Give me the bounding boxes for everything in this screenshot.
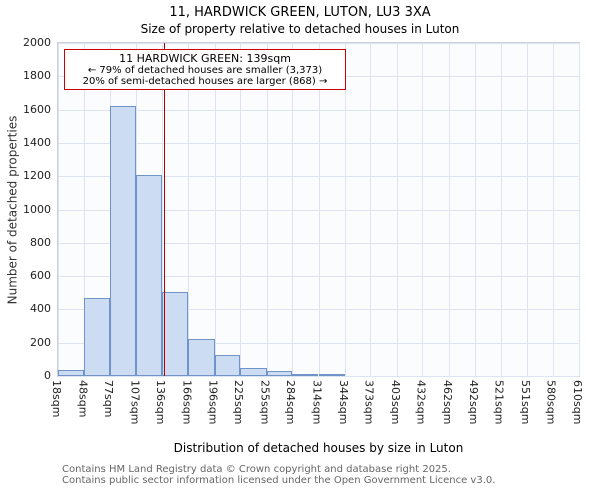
- y-tick-label: 800: [30, 235, 51, 249]
- histogram-bar: [188, 339, 215, 376]
- x-tick-label: 107sqm: [128, 380, 142, 425]
- horizontal-gridline: [58, 43, 579, 44]
- horizontal-gridline: [58, 109, 579, 111]
- annotation-larger-line: 20% of semi-detached houses are larger (…: [82, 76, 328, 87]
- y-tick-label: 2000: [23, 36, 51, 49]
- histogram-bar: [266, 371, 293, 376]
- histogram-bar: [136, 174, 162, 376]
- x-tick-label: 225sqm: [232, 380, 246, 425]
- y-tick-label: 1200: [23, 169, 51, 183]
- horizontal-gridline: [58, 142, 579, 144]
- x-tick-label: 403sqm: [388, 380, 402, 425]
- x-tick-label: 580sqm: [544, 380, 558, 425]
- x-tick-label: 344sqm: [336, 380, 350, 425]
- histogram-bar: [161, 291, 189, 376]
- x-tick-label: 373sqm: [362, 380, 376, 425]
- chart-title: 11, HARDWICK GREEN, LUTON, LU3 3XA: [169, 5, 431, 20]
- horizontal-gridline: [58, 176, 579, 178]
- histogram-bar: [109, 106, 137, 376]
- footer: Contains HM Land Registry data © Crown c…: [62, 464, 495, 486]
- x-tick-label: 521sqm: [492, 380, 506, 425]
- histogram-bar: [240, 367, 267, 376]
- horizontal-gridline: [58, 342, 579, 344]
- footer-line-2: Contains public sector information licen…: [62, 475, 496, 486]
- property-marker-line: [164, 43, 166, 376]
- y-tick-label: 1400: [23, 135, 51, 149]
- y-tick-label: 1600: [23, 102, 51, 116]
- x-tick-label: 48sqm: [76, 380, 90, 418]
- histogram-bar: [292, 373, 319, 376]
- plot-area: [57, 42, 580, 377]
- x-tick-label: 196sqm: [206, 380, 220, 425]
- horizontal-gridline: [58, 209, 579, 211]
- y-tick-label: 1800: [23, 69, 51, 83]
- x-tick-label: 284sqm: [284, 380, 298, 425]
- horizontal-gridline: [58, 242, 579, 244]
- x-tick-label: 492sqm: [467, 380, 481, 425]
- histogram-bar: [214, 355, 241, 376]
- y-tick-label: 600: [30, 269, 51, 283]
- x-tick-label: 551sqm: [519, 380, 533, 425]
- footer-line-1: Contains HM Land Registry data © Crown c…: [62, 464, 451, 475]
- x-tick-label: 77sqm: [101, 380, 115, 418]
- y-tick-label: 0: [44, 369, 51, 382]
- annotation-box: 11 HARDWICK GREEN: 139sqm ← 79% of detac…: [64, 49, 346, 90]
- vertical-gridline: [579, 43, 580, 376]
- x-tick-label: 462sqm: [440, 380, 454, 425]
- histogram-bar: [58, 370, 85, 376]
- annotation-property-line: 11 HARDWICK GREEN: 139sqm: [119, 52, 291, 65]
- y-tick-label: 200: [30, 335, 51, 349]
- histogram-bar: [84, 297, 110, 376]
- x-tick-label: 18sqm: [50, 380, 63, 418]
- horizontal-gridline: [58, 309, 579, 311]
- annotation-smaller-line: ← 79% of detached houses are smaller (3,…: [87, 65, 323, 76]
- x-tick-label: 432sqm: [414, 380, 428, 425]
- x-tick-label: 610sqm: [571, 380, 584, 425]
- x-tick-label: 136sqm: [153, 380, 167, 425]
- x-axis-title: Distribution of detached houses by size …: [173, 441, 464, 455]
- histogram-bar: [318, 374, 345, 376]
- x-tick-label: 255sqm: [258, 380, 272, 425]
- chart-subtitle: Size of property relative to detached ho…: [140, 22, 460, 36]
- y-tick-label: 400: [30, 302, 51, 316]
- x-tick-label: 166sqm: [180, 380, 194, 425]
- x-tick-label: 314sqm: [310, 380, 324, 425]
- horizontal-gridline: [58, 376, 579, 377]
- horizontal-gridline: [58, 276, 579, 278]
- y-tick-label: 1000: [23, 202, 51, 216]
